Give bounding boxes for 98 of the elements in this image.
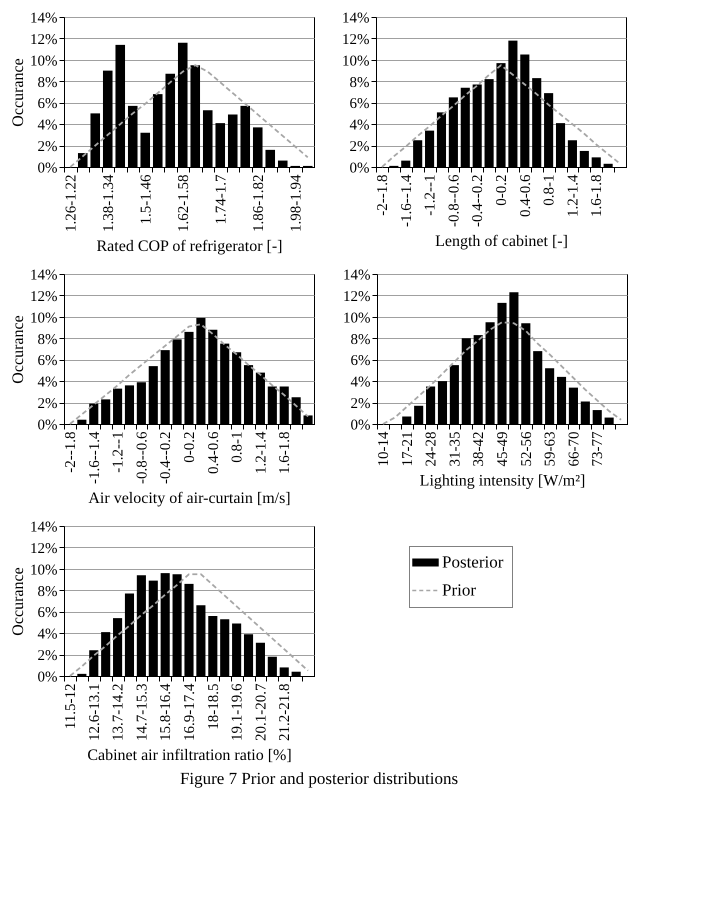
- y-tick-label: 0%: [38, 670, 58, 686]
- y-tick-label: 12%: [30, 288, 58, 305]
- x-tick-label: 1.62-1.58: [176, 174, 192, 232]
- y-tick-label: 0%: [350, 418, 370, 434]
- y-tick-label: 0%: [38, 160, 58, 176]
- y-tick-label: 6%: [350, 96, 370, 112]
- x-axis-title: Cabinet air infiltration ratio [%]: [87, 746, 292, 764]
- x-tick-label: 24-28: [424, 432, 440, 466]
- x-tick-label: 1.2-1.4: [253, 431, 270, 474]
- x-tick-label: 17-21: [400, 432, 416, 466]
- x-tick-label: 1.98-1.94: [288, 174, 304, 232]
- x-tick-label: 1.86-1.82: [250, 174, 267, 232]
- y-tick-label: 8%: [38, 584, 58, 600]
- x-tick-label: 0.8-1: [230, 432, 246, 463]
- y-tick-label: 2%: [38, 648, 58, 664]
- y-tick-label: 6%: [38, 96, 58, 112]
- x-tick-label: -2--1.8: [62, 432, 79, 473]
- x-tick-label: 1.38-1.34: [100, 174, 117, 232]
- y-tick-label: 8%: [350, 332, 370, 348]
- x-tick-label: 20.1-20.7: [253, 683, 270, 741]
- y-axis-title: Occurance: [10, 567, 28, 636]
- x-tick-label: 38-42: [471, 432, 488, 466]
- x-tick-label: 66-70: [566, 432, 582, 466]
- x-tick-label: 18-18.5: [206, 684, 222, 730]
- x-tick-label: 0-0.2: [494, 174, 510, 206]
- y-tick-label: 4%: [350, 118, 370, 134]
- x-tick-label: 0.8-1: [542, 174, 558, 206]
- x-tick-label: -0.4--0.2: [158, 432, 174, 484]
- y-tick-label: 12%: [30, 540, 58, 557]
- caption: Figure 7 Prior and posterior distributions: [180, 768, 458, 788]
- y-tick-label: 12%: [30, 32, 58, 48]
- x-tick-label: 1.74-1.7: [213, 174, 230, 224]
- y-axis-title: Occurance: [10, 58, 28, 127]
- x-tick-label: -0.4--0.2: [470, 174, 486, 227]
- x-axis-title: Length of cabinet [-]: [435, 232, 568, 250]
- y-tick-label: 10%: [30, 310, 58, 326]
- x-tick-label: -2--1.8: [374, 174, 391, 216]
- x-tick-label: 15.8-16.4: [158, 683, 174, 741]
- x-axis-title: Rated COP of refrigerator [-]: [96, 238, 282, 255]
- x-tick-label: -1.2--1: [110, 432, 127, 473]
- x-tick-label: -0.8--0.6: [134, 431, 150, 484]
- x-tick-label: 16.9-17.4: [182, 683, 198, 741]
- x-tick-label: 10-14: [376, 431, 392, 466]
- x-tick-label: 12.6-13.1: [86, 684, 103, 741]
- x-axis-title: Air velocity of air-curtain [m/s]: [88, 490, 291, 507]
- x-tick-label: 11.5-12: [62, 684, 79, 730]
- x-tick-label: 31-35: [447, 432, 464, 466]
- x-tick-label: 1.2-1.4: [565, 174, 582, 217]
- x-tick-label: 0.4-0.6: [206, 431, 222, 474]
- y-tick-label: 4%: [350, 374, 370, 391]
- x-tick-label: 1.26-1.22: [63, 174, 80, 232]
- y-tick-label: 14%: [30, 10, 58, 26]
- x-tick-label: -1.6--1.4: [398, 174, 415, 227]
- x-tick-label: 13.7-14.2: [110, 684, 127, 741]
- x-tick-label: 14.7-15.3: [134, 684, 150, 741]
- x-tick-label: 1.5-1.46: [138, 174, 154, 224]
- y-tick-label: 4%: [38, 626, 58, 643]
- y-tick-label: 6%: [350, 353, 370, 370]
- y-tick-label: 8%: [350, 74, 370, 91]
- y-tick-label: 0%: [350, 160, 370, 176]
- y-tick-label: 14%: [30, 520, 58, 536]
- x-tick-label: 73-77: [590, 431, 606, 466]
- x-tick-label: 1.6-1.8: [277, 432, 294, 474]
- y-tick-label: 2%: [350, 396, 370, 412]
- x-tick-label: 52-56: [518, 431, 535, 466]
- y-tick-label: 12%: [342, 32, 370, 48]
- y-tick-label: 0%: [38, 418, 58, 434]
- x-tick-label: 0.4-0.6: [518, 174, 534, 217]
- y-tick-label: 6%: [38, 605, 58, 622]
- legend-label: Posterior: [442, 552, 504, 572]
- x-tick-label: 21.2-21.8: [277, 684, 294, 741]
- x-tick-label: -1.2--1: [422, 174, 439, 216]
- y-tick-label: 2%: [38, 139, 58, 156]
- y-tick-label: 10%: [342, 53, 370, 70]
- y-axis-title: Occurance: [10, 315, 28, 384]
- y-tick-label: 2%: [350, 139, 370, 156]
- y-tick-label: 10%: [30, 53, 58, 70]
- y-tick-label: 14%: [342, 10, 370, 26]
- x-tick-label: 19.1-19.6: [230, 683, 246, 741]
- x-tick-label: -0.8--0.6: [446, 174, 462, 227]
- x-tick-label: 1.6-1.8: [589, 174, 606, 217]
- legend-label: Prior: [442, 580, 476, 600]
- x-tick-label: -1.6--1.4: [86, 431, 103, 484]
- x-axis-title: Lighting intensity [W/m²]: [420, 472, 586, 490]
- y-tick-label: 14%: [343, 268, 370, 284]
- y-tick-label: 10%: [30, 562, 58, 578]
- y-tick-label: 2%: [38, 396, 58, 412]
- x-tick-label: 59-63: [542, 432, 559, 466]
- x-tick-label: 0-0.2: [182, 432, 198, 463]
- y-tick-label: 8%: [38, 332, 58, 348]
- y-tick-label: 10%: [343, 310, 370, 326]
- y-tick-label: 4%: [38, 118, 58, 134]
- y-tick-label: 6%: [38, 353, 58, 370]
- y-tick-label: 8%: [38, 74, 58, 91]
- y-tick-label: 12%: [343, 288, 370, 305]
- y-tick-label: 14%: [30, 268, 58, 284]
- y-tick-label: 4%: [38, 374, 58, 391]
- x-tick-label: 45-49: [495, 432, 511, 466]
